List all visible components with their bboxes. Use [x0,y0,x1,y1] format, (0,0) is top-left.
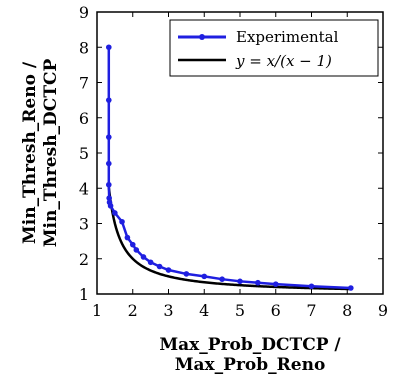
data-point-experimental [129,241,136,248]
data-point-experimental [348,285,354,291]
x-tick-label: 9 [378,301,388,320]
data-point-experimental [105,97,112,103]
data-point-experimental [183,271,190,277]
y-axis-label: Min_Thresh_DCTCP [41,58,61,247]
x-axis-label: Max_Prob_DCTCP / [159,335,341,355]
x-tick-label: 2 [128,301,138,320]
data-point-experimental [237,278,243,285]
series-line-formula [107,187,351,291]
y-tick-label: 9 [79,3,89,22]
data-point-experimental [105,160,112,167]
data-point-experimental [201,273,208,280]
x-tick-label: 1 [92,301,102,320]
data-point-experimental [105,134,112,140]
x-tick-label: 5 [235,301,245,320]
data-point-experimental [112,210,118,216]
x-tick-label: 3 [163,301,173,320]
legend-marker-experimental [199,34,205,40]
y-tick-label: 3 [79,215,89,234]
x-tick-label: 7 [306,301,316,320]
data-point-experimental [124,234,131,241]
legend-label-experimental: Experimental [236,28,339,46]
x-axis-label: Max_Prob_Reno [175,355,326,375]
x-tick-label: 4 [199,301,209,320]
data-point-experimental [272,281,279,287]
y-tick-label: 8 [79,38,89,57]
y-tick-label: 7 [79,74,89,93]
y-tick-label: 6 [79,109,89,128]
y-tick-label: 1 [79,285,89,304]
data-point-experimental [133,247,140,253]
x-tick-label: 8 [342,301,352,320]
legend: Experimental y = x/(x − 1) [169,19,379,77]
data-point-experimental [255,279,261,286]
series-line-experimental [107,47,351,290]
data-point-experimental [147,259,154,266]
data-point-experimental [107,203,114,209]
legend-label-formula: y = x/(x − 1) [235,52,332,70]
data-point-experimental [140,254,147,260]
legend-box [169,19,379,77]
y-tick-label: 4 [79,179,89,198]
y-tick-label: 5 [79,144,89,163]
x-tick-label: 6 [271,301,281,320]
data-point-experimental [106,195,112,201]
data-point-experimental [308,283,315,290]
data-point-experimental [156,263,163,270]
data-point-experimental [105,44,112,51]
data-point-experimental [119,218,125,225]
y-axis-label: Min_Thresh_Reno / [20,61,40,244]
y-tick-label: 2 [79,250,89,269]
data-point-experimental [219,276,225,282]
data-point-experimental [165,267,172,273]
data-point-experimental [105,181,112,188]
